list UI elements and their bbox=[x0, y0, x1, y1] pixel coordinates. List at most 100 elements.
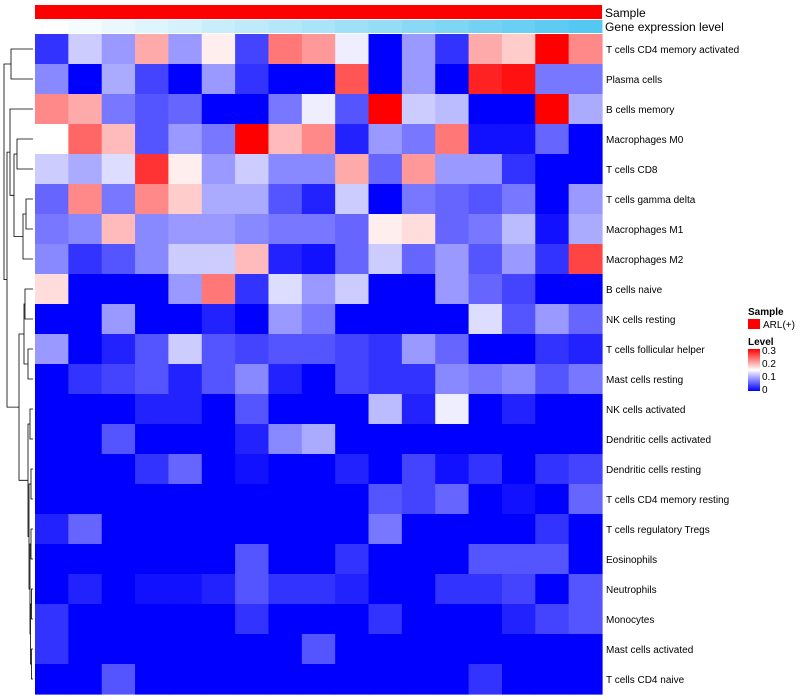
heatmap-cell bbox=[268, 274, 303, 305]
heatmap-cell bbox=[401, 574, 436, 605]
heatmap-cell bbox=[268, 184, 303, 215]
level-legend-title: Level bbox=[748, 337, 774, 348]
heatmap-cell bbox=[568, 214, 603, 245]
heatmap-cell bbox=[501, 364, 536, 395]
heatmap-cell bbox=[68, 454, 103, 485]
heatmap-cell bbox=[168, 484, 203, 515]
heatmap-cell bbox=[101, 484, 136, 515]
row-label: B cells memory bbox=[606, 105, 674, 116]
heatmap-cell bbox=[301, 394, 336, 425]
heatmap-cell bbox=[268, 214, 303, 245]
gene-expression-track-cell bbox=[135, 20, 169, 33]
heatmap-cell bbox=[135, 304, 170, 335]
heatmap-cell bbox=[535, 604, 570, 635]
heatmap-cell bbox=[168, 244, 203, 275]
heatmap-cell bbox=[68, 394, 103, 425]
heatmap-cell bbox=[435, 274, 470, 305]
heatmap-cell bbox=[168, 454, 203, 485]
heatmap-cell bbox=[401, 334, 436, 365]
row-label: NK cells resting bbox=[606, 315, 675, 326]
heatmap-cell bbox=[568, 274, 603, 305]
heatmap-cell bbox=[335, 214, 370, 245]
gene-expression-track-cell bbox=[268, 20, 303, 33]
heatmap-cell bbox=[168, 574, 203, 605]
level-legend-colorbar bbox=[748, 349, 760, 391]
heatmap-cell bbox=[301, 454, 336, 485]
heatmap-cell bbox=[535, 94, 570, 125]
heatmap-cell bbox=[368, 94, 403, 125]
heatmap-cell bbox=[568, 664, 603, 695]
heatmap-cell bbox=[535, 664, 570, 695]
heatmap-cell bbox=[335, 364, 370, 395]
heatmap-cell bbox=[501, 574, 536, 605]
heatmap-cell bbox=[268, 364, 303, 395]
heatmap-cell bbox=[235, 364, 270, 395]
row-label: T cells regulatory Tregs bbox=[606, 525, 710, 536]
row-label: B cells naive bbox=[606, 285, 663, 296]
heatmap-cell bbox=[468, 274, 503, 305]
heatmap-cell bbox=[535, 364, 570, 395]
heatmap-cell bbox=[268, 154, 303, 185]
gene-expression-track-cell bbox=[501, 20, 536, 33]
heatmap-cell bbox=[435, 34, 470, 65]
heatmap-cell bbox=[335, 184, 370, 215]
heatmap-cell bbox=[101, 664, 136, 695]
heatmap-cell bbox=[235, 334, 270, 365]
heatmap-cell bbox=[235, 64, 270, 95]
gene-expression-track-cell bbox=[68, 20, 103, 33]
heatmap-cell bbox=[535, 64, 570, 95]
heatmap-cell bbox=[135, 604, 170, 635]
gene-expression-track-cell bbox=[101, 20, 136, 33]
heatmap-cell bbox=[268, 634, 303, 665]
dendrogram-branch bbox=[25, 198, 33, 230]
heatmap-cell bbox=[201, 214, 236, 245]
heatmap-cell bbox=[435, 214, 470, 245]
heatmap-cell bbox=[101, 394, 136, 425]
heatmap-cell bbox=[235, 34, 270, 65]
annotation-label-sample: Sample bbox=[605, 6, 646, 20]
heatmap-cell bbox=[535, 634, 570, 665]
heatmap-cell bbox=[101, 274, 136, 305]
heatmap-cell bbox=[435, 244, 470, 275]
dendrogram-branch bbox=[22, 213, 33, 260]
heatmap-cell bbox=[435, 394, 470, 425]
heatmap-cell bbox=[201, 604, 236, 635]
heatmap-cell bbox=[268, 664, 303, 695]
heatmap-cell bbox=[268, 394, 303, 425]
heatmap-cell bbox=[535, 424, 570, 455]
level-legend-tick-label: 0.2 bbox=[762, 359, 776, 370]
heatmap-cell bbox=[501, 244, 536, 275]
heatmap-cell bbox=[401, 424, 436, 455]
dendrogram-branch bbox=[30, 468, 33, 500]
sample-legend-label: ARL(+) bbox=[763, 320, 795, 331]
heatmap-cell bbox=[168, 304, 203, 335]
heatmap-cell bbox=[501, 664, 536, 695]
heatmap-cell bbox=[401, 154, 436, 185]
heatmap-cell bbox=[135, 574, 170, 605]
heatmap-cell bbox=[268, 514, 303, 545]
heatmap-cell bbox=[68, 604, 103, 635]
heatmap-cell bbox=[401, 454, 436, 485]
heatmap-cell bbox=[435, 334, 470, 365]
heatmap-cells bbox=[35, 34, 603, 695]
heatmap-cell bbox=[68, 244, 103, 275]
heatmap-cell bbox=[135, 214, 170, 245]
heatmap-cell bbox=[201, 574, 236, 605]
heatmap-cell bbox=[235, 154, 270, 185]
heatmap-cell bbox=[68, 214, 103, 245]
heatmap-cell bbox=[401, 94, 436, 125]
heatmap-cell bbox=[235, 574, 270, 605]
level-legend-tick-label: 0.3 bbox=[762, 346, 776, 357]
row-label: NK cells activated bbox=[606, 405, 685, 416]
heatmap-cell bbox=[301, 154, 336, 185]
heatmap-cell bbox=[435, 154, 470, 185]
heatmap-cell bbox=[368, 514, 403, 545]
heatmap-cell bbox=[468, 364, 503, 395]
heatmap-cell bbox=[268, 334, 303, 365]
heatmap-cell bbox=[35, 154, 69, 185]
heatmap-cell bbox=[301, 34, 336, 65]
row-label: Macrophages M2 bbox=[606, 255, 684, 266]
dendrogram-branch bbox=[31, 648, 33, 680]
heatmap-cell bbox=[568, 394, 603, 425]
